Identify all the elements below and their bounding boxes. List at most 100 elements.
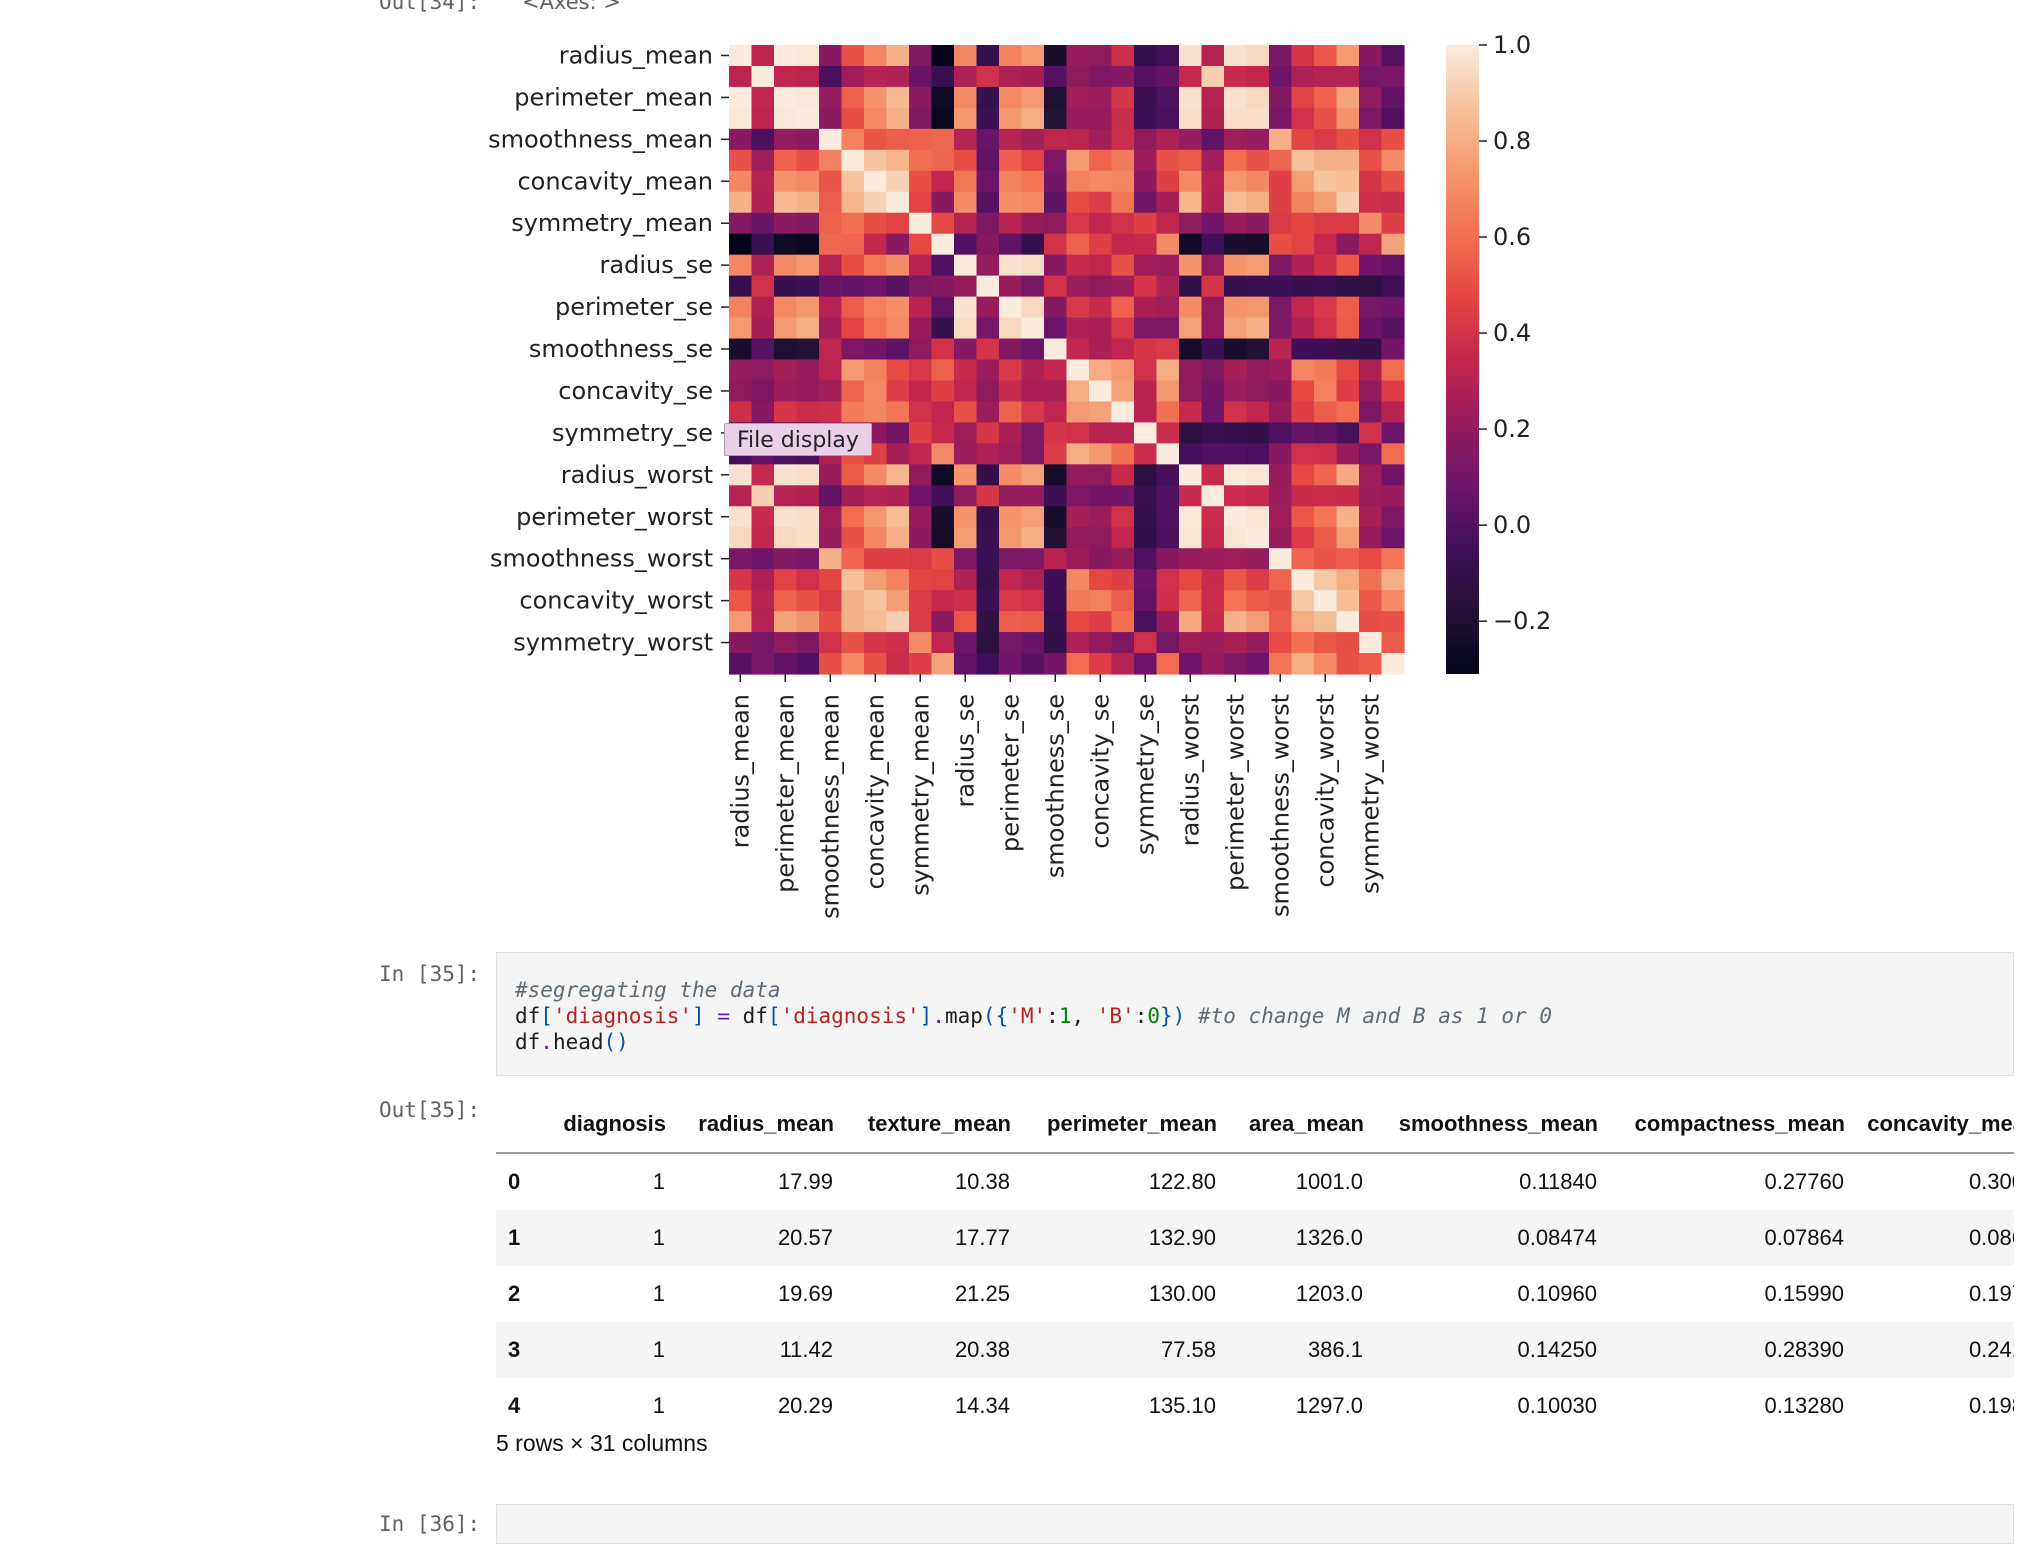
heatmap-cell [1314,191,1338,214]
heatmap-cell [1291,212,1315,235]
heatmap-cell [774,401,798,423]
heatmap-cell [841,128,865,151]
heatmap-cell [774,107,798,130]
heatmap-cell [1246,86,1270,109]
heatmap-cell [886,107,910,130]
heatmap-cell [1336,485,1360,507]
heatmap-cell [1359,128,1383,151]
heatmap-cell [976,128,1000,151]
heatmap-cell [1066,422,1090,444]
heatmap-cell [1246,443,1270,465]
heatmap-cell [1381,401,1405,423]
heatmap-cell [1089,233,1113,256]
heatmap-cell [976,65,1000,88]
heatmap-cell [1156,443,1180,465]
heatmap-cell [909,527,933,549]
heatmap-cell [1021,611,1045,633]
table-cell: 130.00 [1148,1281,1216,1306]
heatmap-cell [1291,296,1315,319]
code-cell-35[interactable]: #segregating the data df['diagnosis'] = … [496,952,2014,1076]
heatmap-cell [1336,149,1360,172]
heatmap-cell [1381,296,1405,319]
table-cell: 0.10030 [1517,1393,1597,1416]
heatmap-cell [1224,485,1248,507]
x-tick-label: symmetry_mean [906,694,934,896]
heatmap-cell [1156,212,1180,235]
heatmap-cell [1314,422,1338,444]
heatmap-cell [819,233,843,256]
heatmap-cell [931,86,955,109]
heatmap-cell [1179,632,1203,654]
heatmap-cell [1179,548,1203,570]
table-cell: 1 [652,1337,665,1362]
heatmap-cell [1381,527,1405,549]
heatmap-cell [931,569,955,591]
heatmap-cell [954,359,978,382]
heatmap-cell [841,590,865,612]
heatmap-cell [1111,233,1135,256]
heatmap-cell [886,212,910,235]
heatmap-cell [1201,653,1225,675]
heatmap-cell [1066,317,1090,340]
heatmap-cell [729,506,753,528]
heatmap-cell [1156,86,1180,109]
x-tick-label: concavity_se [1086,694,1114,849]
heatmap-cell [1156,401,1180,423]
heatmap-cell [1134,149,1158,172]
heatmap-cell [999,191,1023,214]
heatmap-cell [864,569,888,591]
heatmap-cell [751,128,775,151]
colorbar-ticks: 1.0 0.8 0.6 0.4 0.2 0.0 −0.2 [1479,31,1551,635]
heatmap-cell [1066,548,1090,570]
heatmap-cell [1089,191,1113,214]
heatmap-cell [841,338,865,361]
heatmap-cell [909,485,933,507]
heatmap-cell [886,191,910,214]
heatmap-cell [954,485,978,507]
heatmap-cell [909,254,933,277]
heatmap-cell [1359,590,1383,612]
heatmap-cell [954,632,978,654]
code-token: 0 [1147,1004,1161,1028]
y-tick-label: smoothness_se [529,335,713,363]
heatmap-cell [796,380,820,403]
heatmap-cell [864,611,888,633]
heatmap-cell [1246,170,1270,193]
heatmap-cell [819,653,843,675]
heatmap-cell [774,128,798,151]
heatmap-cell [1359,212,1383,235]
heatmap-cell [1314,212,1338,235]
heatmap-cell [1179,611,1203,633]
heatmap-cell [1089,170,1113,193]
heatmap-cell [1336,191,1360,214]
heatmap-cell [999,149,1023,172]
heatmap-cell [1089,86,1113,109]
heatmap-cell [954,443,978,465]
heatmap-cell [1201,191,1225,214]
y-tick-label: symmetry_se [552,419,713,447]
heatmap-cell [1224,422,1248,444]
code-cell-36[interactable] [496,1504,2014,1544]
heatmap-cell [751,191,775,214]
heatmap-cell [1246,464,1270,486]
heatmap-cell [954,170,978,193]
heatmap-cell [976,506,1000,528]
out34-prompt: Out[34]: [379,0,481,14]
heatmap-cell [1201,254,1225,277]
heatmap-cell [1291,569,1315,591]
heatmap-cell [841,296,865,319]
heatmap-cell [1359,506,1383,528]
heatmap-cell [954,45,978,67]
heatmap-cell [1044,86,1068,109]
code-line-3: df.head() [515,1029,2013,1055]
heatmap-cell [909,569,933,591]
heatmap-cell [1044,338,1068,361]
x-tick-label: perimeter_mean [771,694,799,893]
heatmap-cell [1111,191,1135,214]
heatmap-cell [1291,611,1315,633]
heatmap-cell [909,443,933,465]
dataframe-output: diagnosis radius_mean texture_mean perimete… [496,1096,2014,1416]
heatmap-cell [1336,611,1360,633]
heatmap-cell [1179,527,1203,549]
heatmap-cell [841,65,865,88]
